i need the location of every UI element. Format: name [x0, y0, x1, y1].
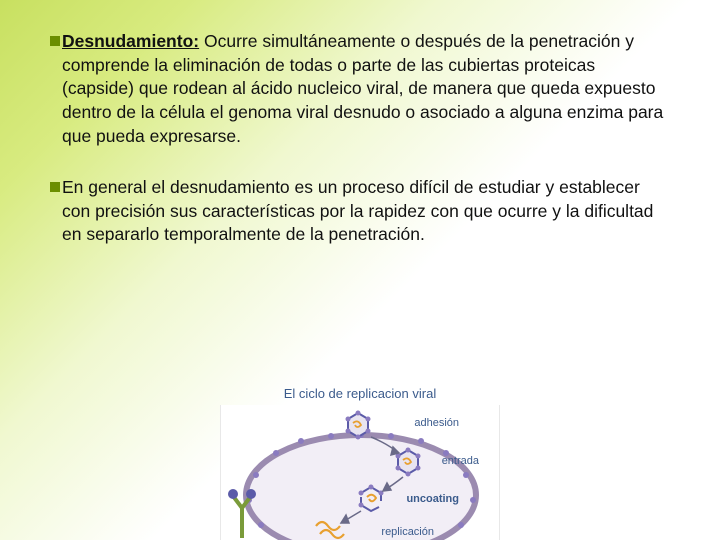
bullet-row: En general el desnudamiento es un proces…: [50, 176, 670, 247]
receptor-icon: [227, 488, 257, 538]
body-text-2: En general el desnudamiento es un proces…: [62, 177, 653, 244]
term-1: Desnudamiento:: [62, 31, 199, 51]
label-replicacion: replicación: [381, 526, 434, 538]
label-uncoating: uncoating: [406, 493, 459, 505]
label-entrada: entrada: [442, 455, 479, 467]
label-adhesion: adhesión: [414, 417, 459, 429]
paragraph-2: En general el desnudamiento es un proces…: [50, 176, 670, 247]
cell-membrane: [246, 435, 476, 540]
viral-cycle-diagram: adhesión entrada uncoating replicación: [220, 405, 500, 540]
text-block-1: Desnudamiento: Ocurre simultáneamente o …: [62, 30, 670, 148]
bullet-square-icon: [50, 36, 60, 46]
bullet-square-icon: [50, 182, 60, 192]
diagram-svg: [221, 405, 501, 540]
diagram-title: El ciclo de replicacion viral: [220, 386, 500, 401]
text-block-2: En general el desnudamiento es un proces…: [62, 176, 670, 247]
bullet-row: Desnudamiento: Ocurre simultáneamente o …: [50, 30, 670, 148]
diagram-container: El ciclo de replicacion viral: [220, 386, 500, 540]
paragraph-1: Desnudamiento: Ocurre simultáneamente o …: [50, 30, 670, 148]
